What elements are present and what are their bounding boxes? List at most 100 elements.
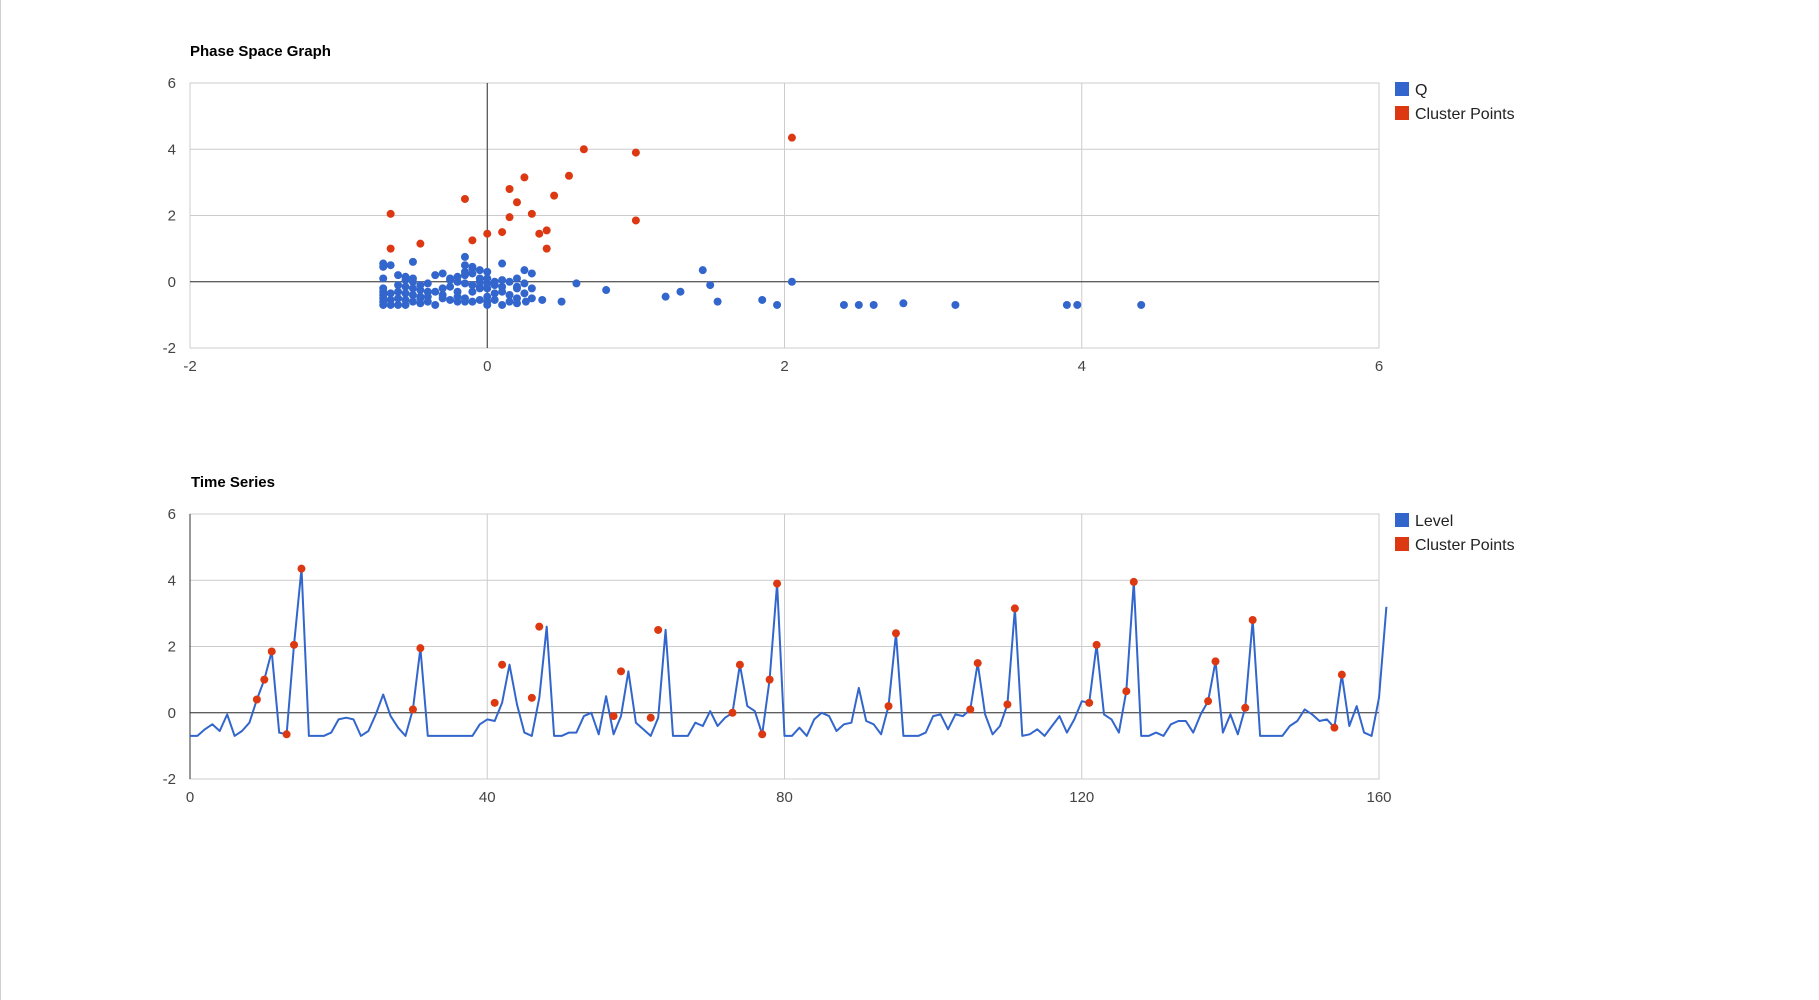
time-series [190, 564, 1388, 739]
cluster-point [527, 209, 536, 218]
cluster-point [505, 213, 514, 222]
q-point [460, 297, 469, 306]
q-point [483, 279, 492, 288]
q-point [505, 277, 514, 286]
q-point [423, 279, 432, 288]
q-point [1073, 300, 1082, 309]
q-point [951, 300, 960, 309]
q-point [706, 281, 715, 290]
q-point [1137, 300, 1146, 309]
cluster-point [460, 194, 469, 203]
q-point [431, 271, 440, 280]
cluster-point [1204, 697, 1213, 706]
time-x-tick-label: 80 [776, 789, 793, 806]
q-point [408, 297, 417, 306]
q-point [527, 294, 536, 303]
legend-label-q: Q [1415, 82, 1427, 99]
legend-swatch-cluster-points-ts [1395, 537, 1409, 551]
q-point [431, 287, 440, 296]
q-point [453, 292, 462, 301]
q-point [446, 295, 455, 304]
legend-label-cluster-points-ts: Cluster Points [1415, 537, 1515, 554]
q-point [758, 295, 767, 304]
q-point [498, 282, 507, 291]
q-point [379, 259, 388, 268]
cluster-point [267, 647, 276, 656]
q-point [438, 269, 447, 278]
time-x-tick-label: 160 [1366, 789, 1391, 806]
q-point [475, 282, 484, 291]
cluster-point [1248, 616, 1257, 624]
cluster-point [527, 693, 536, 702]
cluster-point [1337, 670, 1346, 679]
q-point [460, 279, 469, 288]
cluster-point [416, 239, 425, 248]
q-point [505, 291, 514, 299]
q-point [512, 294, 521, 303]
q-point [468, 287, 477, 296]
q-point [538, 295, 547, 304]
cluster-point [535, 622, 544, 631]
time-x-tick-label: 120 [1069, 789, 1094, 806]
cluster-point [579, 145, 588, 154]
q-point [423, 292, 432, 301]
cluster-point [765, 675, 774, 684]
phase-series [379, 133, 1146, 309]
cluster-point [260, 675, 269, 684]
cluster-point [542, 226, 551, 235]
q-point [527, 269, 536, 278]
phase-legend: Q Cluster Points [1395, 82, 1515, 123]
q-point [431, 300, 440, 309]
cluster-point [1003, 700, 1012, 709]
q-point [408, 274, 417, 283]
phase-chart-title: Phase Space Graph [190, 43, 331, 60]
time-y-tick-label: -2 [163, 771, 176, 788]
cluster-point [252, 695, 261, 704]
q-point [498, 300, 507, 309]
q-point [401, 295, 410, 304]
cluster-point [735, 660, 744, 669]
cluster-point [535, 229, 544, 238]
cluster-point [758, 730, 767, 739]
cluster-point [631, 216, 640, 225]
q-point [401, 272, 410, 281]
cluster-point [1122, 687, 1131, 696]
phase-y-tick-label: 6 [168, 75, 176, 92]
q-point [1062, 300, 1071, 309]
q-point [698, 266, 707, 275]
q-point [394, 300, 403, 309]
time-x-tick-label: 40 [479, 789, 496, 806]
q-point [460, 261, 469, 270]
q-point [676, 287, 685, 296]
legend-label-level: Level [1415, 513, 1453, 530]
cluster-point [408, 705, 417, 714]
cluster-point [505, 185, 514, 193]
cluster-point [1092, 640, 1101, 649]
q-point [468, 297, 477, 306]
time-y-tick-label: 0 [168, 705, 176, 722]
phase-y-tick-label: 4 [168, 141, 176, 158]
legend-label-cluster-points: Cluster Points [1415, 106, 1515, 123]
q-point [512, 282, 521, 291]
time-chart-title: Time Series [191, 474, 275, 491]
q-point [490, 289, 499, 298]
time-grid [189, 513, 1380, 780]
q-point [408, 257, 417, 266]
cluster-point [966, 705, 975, 714]
cluster-point [490, 698, 499, 707]
q-point [386, 289, 395, 298]
q-point [521, 297, 530, 306]
time-y-tick-label: 4 [168, 572, 176, 589]
cluster-point [728, 708, 737, 717]
q-point [460, 271, 469, 280]
cluster-point [282, 730, 291, 739]
phase-y-tick-label: 0 [168, 274, 176, 291]
q-point [394, 294, 403, 303]
cluster-point [1211, 657, 1220, 666]
cluster-point [1085, 698, 1094, 707]
q-point [505, 297, 514, 306]
phase-y-tick-label: 2 [168, 208, 176, 225]
q-point [869, 300, 878, 309]
cluster-point [498, 228, 507, 237]
time-tick-labels: 0 40 80 120 160 -2 0 2 4 6 [163, 506, 1392, 806]
